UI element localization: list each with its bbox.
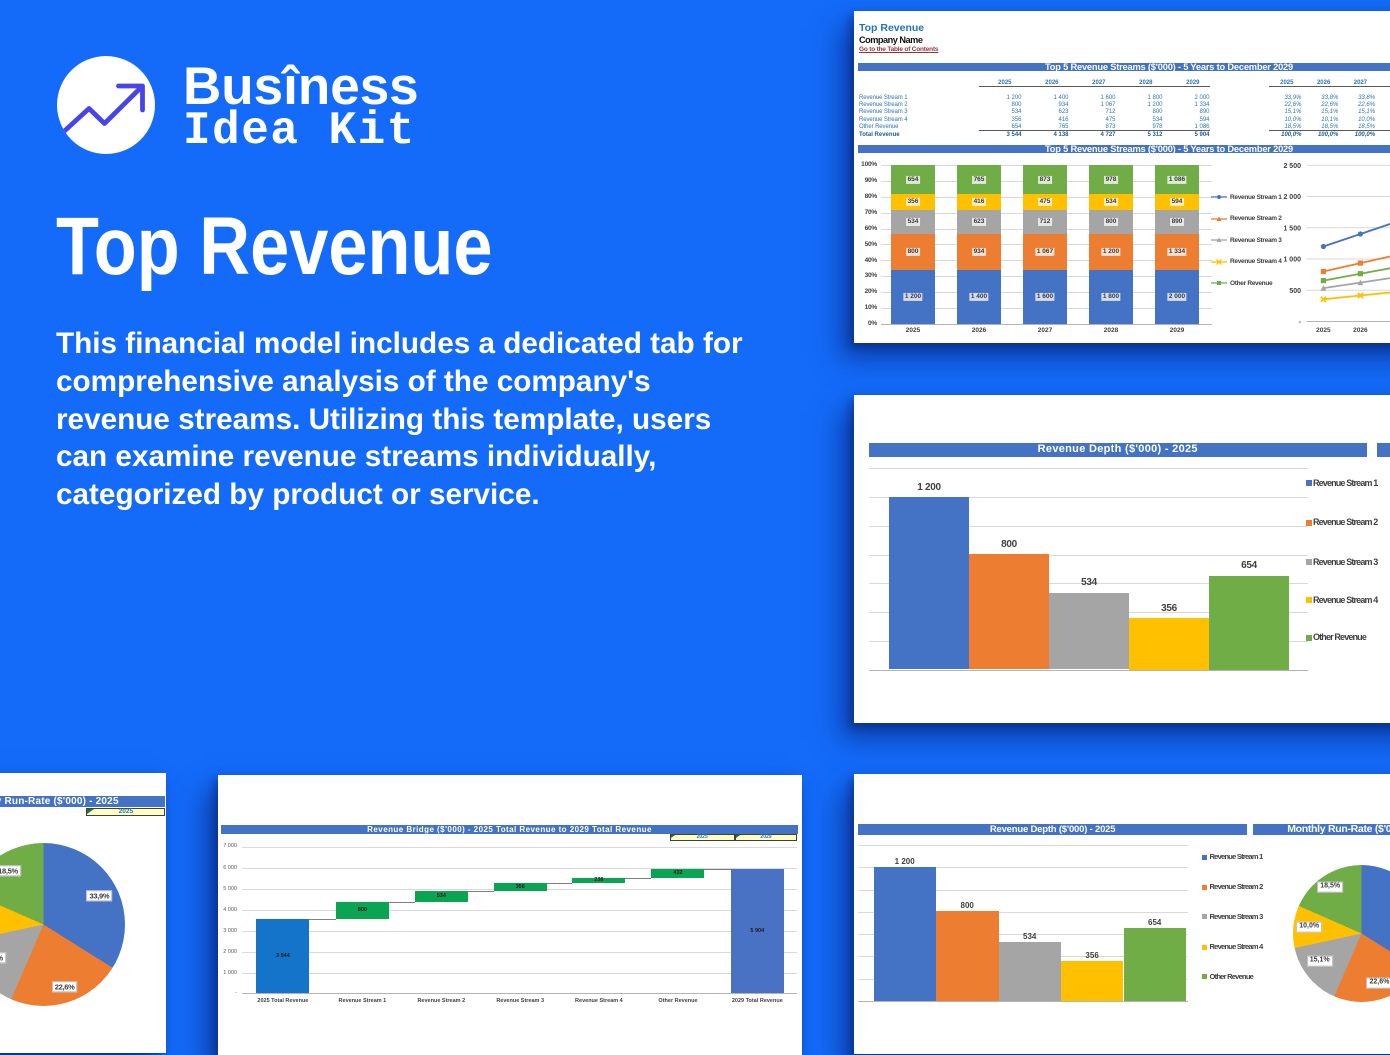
svg-text:2026: 2026: [1353, 327, 1368, 334]
svg-text:500: 500: [1289, 288, 1301, 295]
svg-text:1 000: 1 000: [1283, 257, 1301, 264]
svg-text:2 000: 2 000: [1283, 194, 1301, 201]
svg-text:2025: 2025: [1316, 327, 1331, 334]
svg-text:-: -: [1299, 319, 1302, 326]
svg-text:2 500: 2 500: [1283, 163, 1301, 170]
svg-text:1 500: 1 500: [1283, 225, 1301, 232]
